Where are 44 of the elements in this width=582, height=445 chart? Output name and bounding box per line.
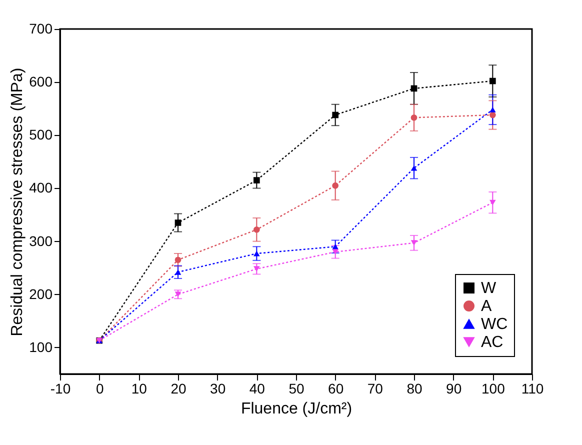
x-tick-label: 10 <box>131 380 148 396</box>
x-tick-label: 90 <box>446 380 462 396</box>
point <box>410 165 418 171</box>
point <box>254 266 260 272</box>
point <box>174 292 182 298</box>
point <box>332 249 338 255</box>
legend-label: WC <box>481 316 508 333</box>
y-axis-title: Residual compressive stresses (MPa) <box>9 68 26 336</box>
x-tick-label: -10 <box>50 380 71 396</box>
x-tick-label: 70 <box>367 380 384 396</box>
y-tick-label: 500 <box>29 126 53 143</box>
y-tick-label: 200 <box>29 286 53 302</box>
x-tick-label: 20 <box>170 380 186 396</box>
y-tick-label: 600 <box>29 74 53 90</box>
y-tick-label: 400 <box>29 180 53 196</box>
x-tick-label: 50 <box>288 380 304 396</box>
point <box>174 256 182 264</box>
x-tick-label: 80 <box>406 380 422 396</box>
x-tick-label: 30 <box>210 380 226 396</box>
legend-label: AC <box>481 334 504 351</box>
point <box>174 269 182 275</box>
legend-label: W <box>481 280 497 297</box>
point <box>490 78 496 84</box>
x-tick-label: 0 <box>96 380 104 396</box>
y-tick-label: 700 <box>29 20 53 36</box>
point <box>254 226 260 233</box>
point <box>254 177 260 184</box>
x-tick-label: 60 <box>328 380 344 396</box>
point <box>410 240 418 246</box>
x-tick-label: 40 <box>249 380 266 396</box>
y-tick-label: 300 <box>29 232 53 249</box>
point <box>254 250 260 256</box>
point <box>490 112 496 118</box>
point <box>332 182 338 189</box>
point <box>174 220 182 226</box>
y-tick-label: 100 <box>29 338 53 355</box>
legend-label: A <box>481 298 492 315</box>
point <box>410 85 418 92</box>
point <box>490 200 496 206</box>
x-axis-title: Fluence (J/cm²) <box>240 400 352 418</box>
x-tick-label: 100 <box>481 380 506 396</box>
point <box>332 112 338 118</box>
x-tick-label: 110 <box>521 380 544 396</box>
point <box>410 114 418 121</box>
